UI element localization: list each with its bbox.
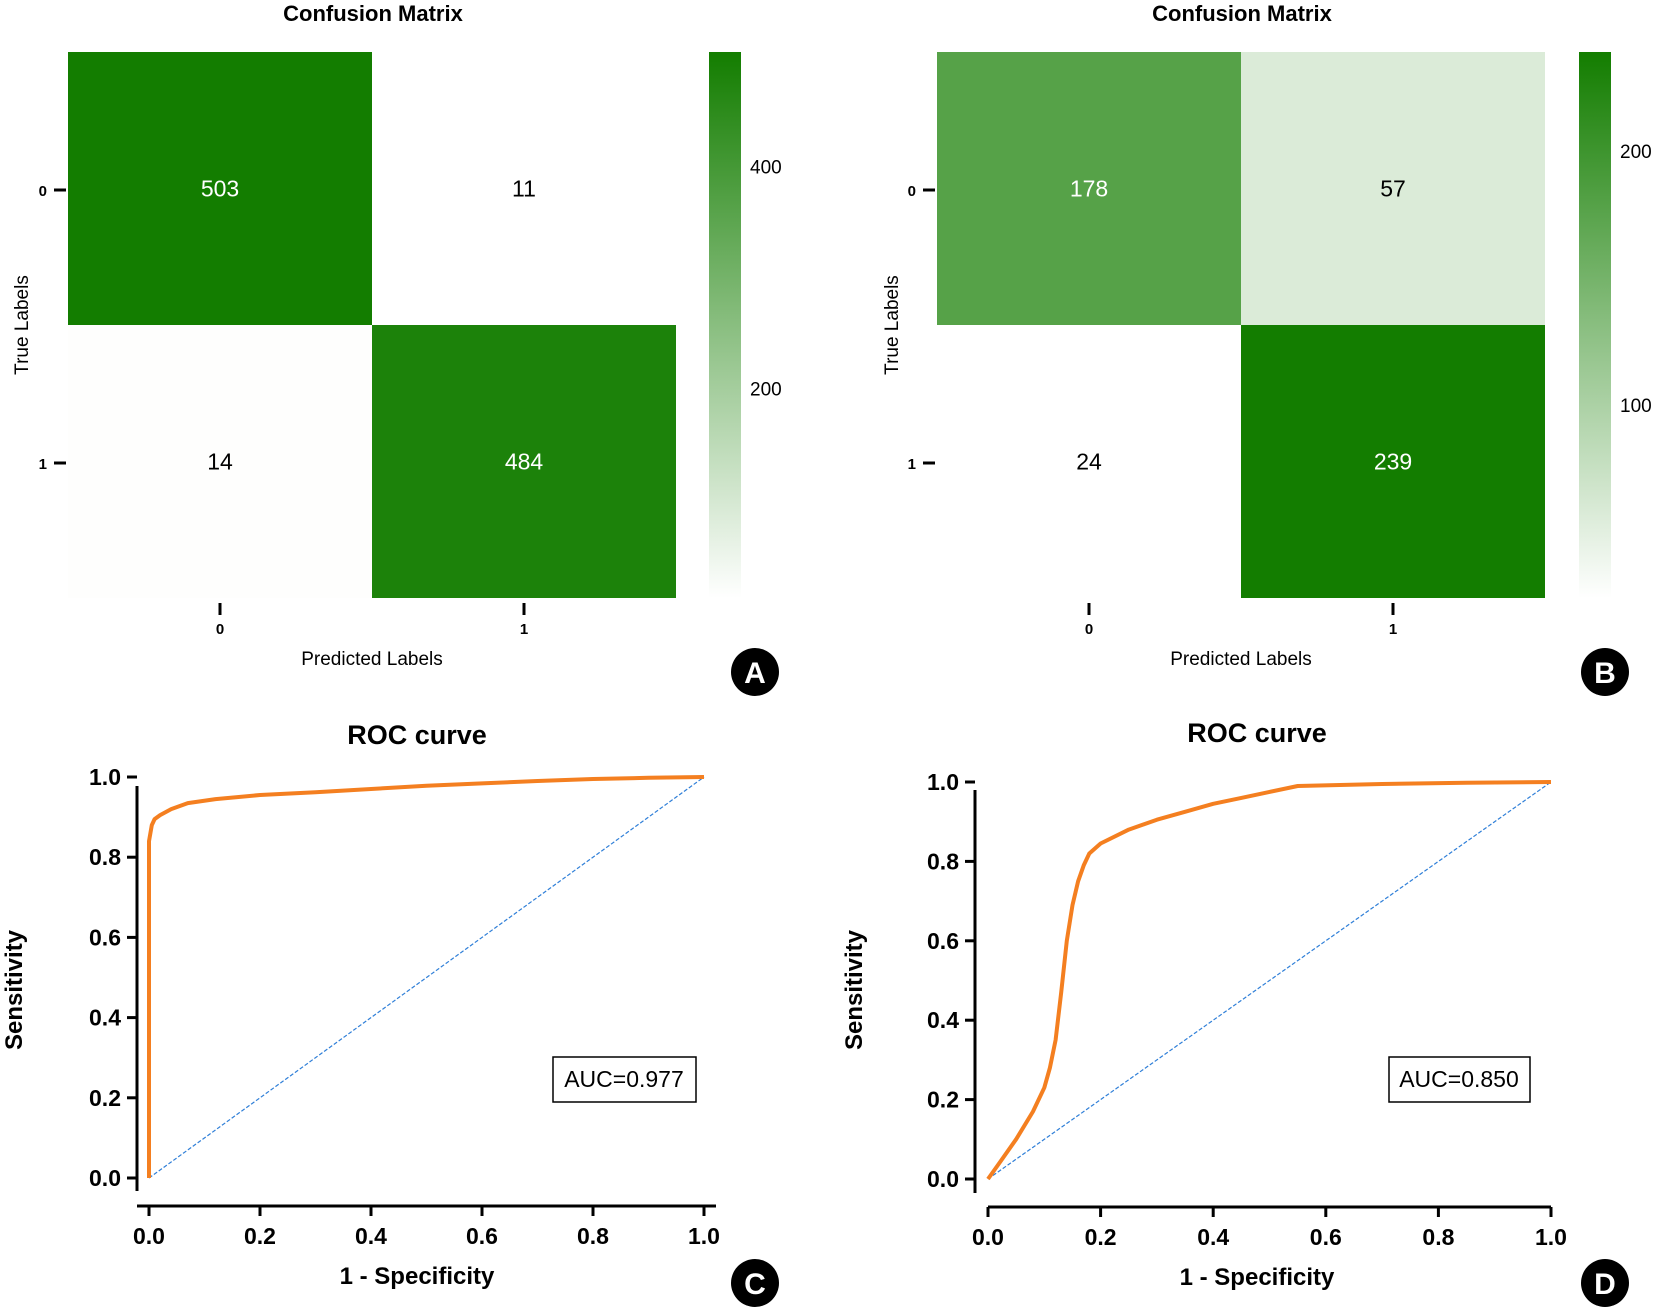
cm-a-xtick-0: 0 (216, 621, 224, 638)
panel-badge-d-label: D (1594, 1268, 1616, 1301)
panel-badge-a-label: A (744, 657, 766, 690)
roc-c-xticks: 0.0 0.2 0.4 0.6 0.8 1.0 (133, 1206, 720, 1249)
x-tick-label-1: 0.2 (244, 1223, 276, 1249)
cm-b-ytick-1: 1 (908, 456, 916, 473)
cm-cell-value-0-0: 503 (201, 176, 239, 202)
colorbar-tick-0: 400 (750, 157, 782, 178)
cm-a-ylabel: True Labels (12, 275, 33, 375)
y-tick-label-5: 1.0 (927, 769, 959, 795)
cm-cell-1-1 (1241, 325, 1545, 598)
roc-d-chance-line (987, 781, 1552, 1180)
cm-a-cells: 503 11 14 484 (68, 52, 676, 598)
roc-d-yticks: 0.0 0.2 0.4 0.6 0.8 1.0 (927, 769, 975, 1192)
cm-a-xlabel: Predicted Labels (301, 649, 443, 670)
cm-cell-value-1-0: 24 (1076, 449, 1102, 475)
y-tick-label-4: 0.8 (89, 844, 121, 870)
roc-d-curve (986, 780, 1552, 1181)
cm-b-xlabel: Predicted Labels (1170, 649, 1312, 670)
x-tick-label-5: 1.0 (1535, 1224, 1567, 1250)
panel-badge-a (731, 648, 779, 696)
cm-cell-value-1-0: 14 (207, 449, 233, 475)
cm-cell-value-0-0: 178 (1070, 176, 1108, 202)
colorbar-tick-1: 100 (1620, 396, 1652, 417)
roc-c-curve (147, 775, 705, 1178)
x-tick-label-4: 0.8 (1422, 1224, 1454, 1250)
cm-b-ytick-0: 0 (908, 183, 916, 200)
cm-cell-value-1-1: 239 (1374, 449, 1412, 475)
cm-a-xtick-1: 1 (520, 621, 528, 638)
y-tick-label-4: 0.8 (927, 848, 959, 874)
cm-cell-0-1 (1241, 52, 1545, 325)
cm-cell-value-0-1: 57 (1380, 176, 1406, 202)
panel-badge-b (1581, 648, 1629, 696)
cm-a-title: Confusion Matrix (283, 1, 463, 26)
y-tick-label-1: 0.2 (89, 1085, 121, 1111)
cm-b-xtick-0: 0 (1085, 621, 1093, 638)
cm-cell-1-0 (937, 325, 1241, 598)
roc-d-xlabel: 1 - Specificity (1180, 1264, 1335, 1291)
panel-badge-c-label: C (744, 1268, 766, 1301)
y-tick-label-0: 0.0 (927, 1166, 959, 1192)
x-tick-label-0: 0.0 (133, 1223, 165, 1249)
roc-c-title: ROC curve (347, 720, 487, 750)
x-tick-label-4: 0.8 (577, 1223, 609, 1249)
roc-d-auc-box (1388, 1056, 1531, 1103)
x-tick-label-2: 0.4 (355, 1223, 387, 1249)
confusion-matrix-a: Confusion Matrix 503 11 14 484 400 200 0 1 0… (12, 1, 782, 696)
y-tick-label-2: 0.4 (927, 1007, 959, 1033)
roc-c-auc-label: AUC=0.977 (564, 1066, 684, 1092)
confusion-matrix-b: Confusion Matrix 178 57 24 239 200 100 0 1 0… (882, 1, 1652, 696)
x-tick-label-0: 0.0 (972, 1224, 1004, 1250)
colorbar-tick-1: 200 (750, 379, 782, 400)
roc-chart-c: ROC curve 0.00.20.40.60.81.0 0.0 0.2 0.4 0.… (1, 720, 779, 1307)
roc-c-auc-box (552, 1056, 697, 1103)
cm-a-colorbar-ticks: 400 200 (750, 157, 782, 400)
roc-c-yticks: 0.0 0.2 0.4 0.6 0.8 1.0 (89, 764, 137, 1191)
y-tick-label-0: 0.0 (89, 1165, 121, 1191)
cm-cell-0-1 (372, 52, 676, 325)
cm-cell-1-1 (372, 325, 676, 598)
roc-d-title: ROC curve (1187, 718, 1327, 748)
cm-cell-1-0 (68, 325, 372, 598)
cm-a-colorbar (709, 52, 741, 598)
roc-d-xticks: 0.0 0.2 0.4 0.6 0.8 1.0 (972, 1207, 1567, 1250)
cm-b-ylabel: True Labels (882, 275, 903, 375)
cm-cell-value-1-1: 484 (505, 449, 544, 475)
x-tick-label-5: 1.0 (688, 1223, 720, 1249)
y-tick-label-2: 0.4 (89, 1005, 121, 1031)
cm-b-title: Confusion Matrix (1152, 1, 1332, 26)
panel-badge-d (1581, 1259, 1629, 1307)
x-tick-label-2: 0.4 (1197, 1224, 1229, 1250)
cm-a-ytick-1: 1 (39, 456, 47, 473)
cm-cell-0-0 (937, 52, 1241, 325)
x-tick-label-1: 0.2 (1085, 1224, 1117, 1250)
x-tick-label-3: 0.6 (1310, 1224, 1342, 1250)
cm-b-colorbar-ticks: 200 100 (1620, 142, 1652, 417)
panel-badge-b-label: B (1594, 657, 1616, 690)
cm-b-xtick-1: 1 (1389, 621, 1397, 638)
y-tick-label-3: 0.6 (927, 928, 959, 954)
cm-cell-value-0-1: 11 (512, 176, 536, 202)
roc-c-chance-line (148, 776, 705, 1179)
roc-c-xlabel: 1 - Specificity (340, 1263, 495, 1290)
cm-cell-0-0 (68, 52, 372, 325)
cm-b-cells: 178 57 24 239 (937, 52, 1545, 598)
roc-d-ylabel: Sensitivity (841, 929, 868, 1050)
cm-a-ytick-0: 0 (39, 183, 47, 200)
roc-c-ylabel: Sensitivity (1, 929, 28, 1050)
panel-badge-c (731, 1259, 779, 1307)
roc-chart-d: ROC curve 0.00.20.40.60.81.0 0.0 0.2 0.4 0.… (841, 718, 1629, 1307)
y-tick-label-3: 0.6 (89, 924, 121, 950)
cm-b-colorbar (1579, 52, 1611, 598)
colorbar-tick-0: 200 (1620, 142, 1652, 163)
x-tick-label-3: 0.6 (466, 1223, 498, 1249)
y-tick-label-5: 1.0 (89, 764, 121, 790)
y-tick-label-1: 0.2 (927, 1087, 959, 1113)
roc-d-auc-label: AUC=0.850 (1399, 1066, 1519, 1092)
